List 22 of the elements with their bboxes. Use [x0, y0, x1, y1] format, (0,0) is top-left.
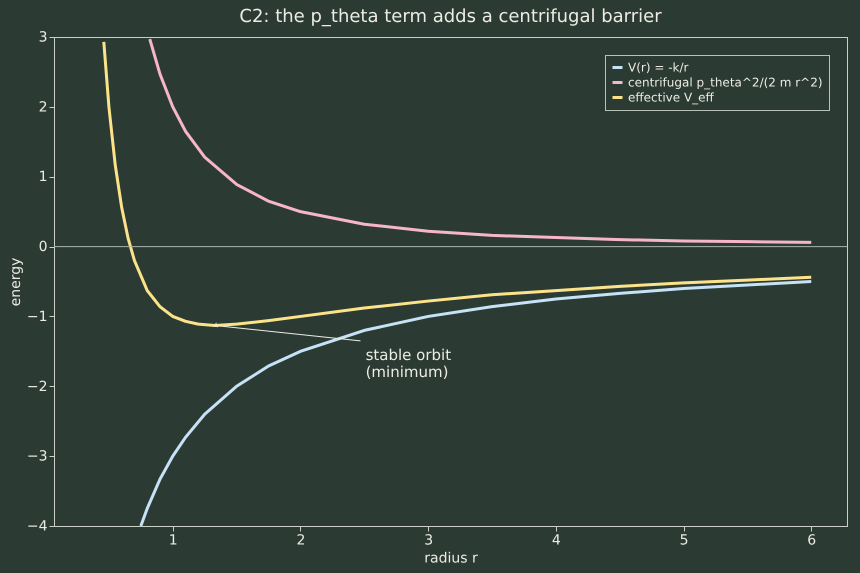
y-tick-label: −1: [26, 308, 48, 325]
y-tick-label: 1: [38, 169, 48, 186]
y-tick-label: −4: [26, 518, 48, 534]
x-tick-label: 5: [680, 532, 689, 548]
annotation: stable orbit (minimum): [366, 346, 452, 381]
y-tick-label: 0: [38, 239, 48, 256]
y-axis-title: energy: [8, 258, 24, 306]
chart-title: C2: the p_theta term adds a centrifugal barrier: [239, 6, 662, 27]
x-tick-label: 4: [552, 532, 561, 548]
y-tick-label: 2: [38, 99, 48, 116]
x-tick-label: 6: [807, 532, 816, 548]
line-series: [139, 280, 813, 526]
legend-label: centrifugal p_theta^2/(2 m r^2): [628, 76, 823, 90]
legend-label: V(r) = -k/r: [628, 60, 689, 74]
legend-label: effective V_eff: [628, 90, 715, 104]
x-tick-label: 3: [424, 532, 434, 548]
y-tick-label: 3: [38, 30, 48, 46]
y-tick-label: −3: [26, 448, 48, 465]
x-tick-label: 1: [168, 532, 178, 548]
y-tick-label: −2: [26, 378, 48, 395]
x-tick-label: 2: [296, 532, 306, 548]
x-axis-title: radius r: [424, 550, 478, 566]
